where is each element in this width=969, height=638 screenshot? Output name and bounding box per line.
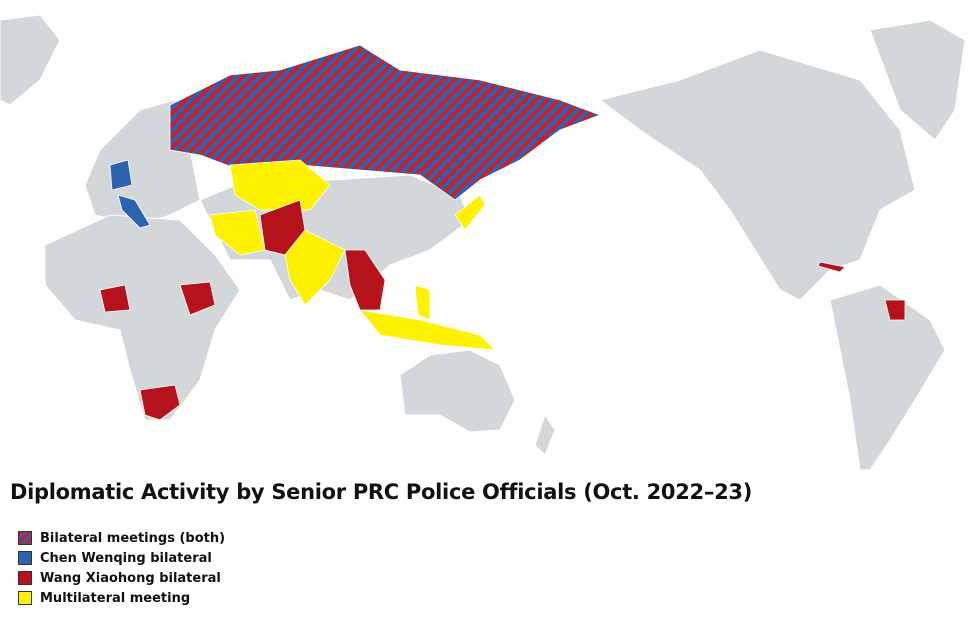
ethiopia: [179, 281, 216, 316]
south-africa: [139, 384, 181, 421]
legend-label: Wang Xiaohong bilateral: [40, 570, 221, 586]
central-asia: [229, 159, 331, 211]
swatch-chen: [18, 551, 32, 565]
italy: [117, 194, 151, 229]
legend: Bilateral meetings (both) Chen Wenqing b…: [18, 528, 225, 608]
guianas: [884, 299, 906, 321]
legend-label: Chen Wenqing bilateral: [40, 550, 212, 566]
world-map: [0, 14, 966, 470]
north-america: [598, 49, 916, 301]
swatch-wang: [18, 571, 32, 585]
japan: [454, 194, 486, 231]
cuba: [817, 261, 846, 273]
legend-item-both: Bilateral meetings (both): [18, 528, 225, 548]
south-america: [829, 284, 946, 470]
greenland-west: [0, 14, 61, 106]
nigeria: [99, 284, 131, 313]
greenland: [869, 19, 966, 141]
swatch-multilateral: [18, 591, 32, 605]
africa: [44, 214, 241, 421]
india: [284, 229, 346, 306]
legend-label: Multilateral meeting: [40, 590, 191, 606]
philippines: [414, 284, 431, 321]
legend-label: Bilateral meetings (both): [40, 530, 226, 546]
swatch-both: [18, 531, 32, 545]
legend-item-multilateral: Multilateral meeting: [18, 588, 225, 608]
australia: [399, 349, 516, 433]
new-zealand: [534, 413, 556, 456]
iran: [209, 209, 266, 256]
sea-islands: [359, 309, 497, 351]
legend-item-wang: Wang Xiaohong bilateral: [18, 568, 225, 588]
map-title: Diplomatic Activity by Senior PRC Police…: [10, 480, 752, 504]
germany: [109, 159, 133, 191]
indochina: [344, 249, 386, 311]
legend-item-chen: Chen Wenqing bilateral: [18, 548, 225, 568]
